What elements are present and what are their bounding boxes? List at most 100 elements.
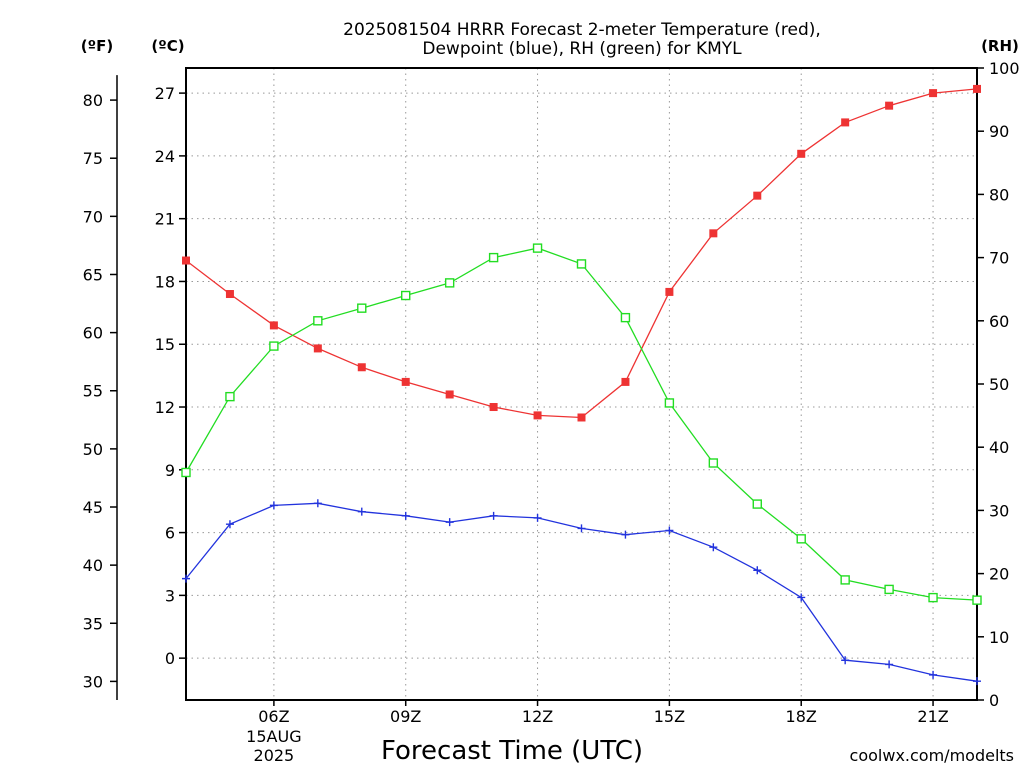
celsius-unit-label: (ºC) — [151, 37, 184, 55]
temperature-point — [753, 191, 762, 200]
temperature-point — [577, 413, 586, 422]
rh-tick-label: 30 — [989, 501, 1009, 520]
dewpoint-point — [621, 530, 630, 539]
rh-point — [840, 575, 850, 585]
dewpoint-point — [357, 507, 366, 516]
rh-tick-label: 40 — [989, 438, 1009, 457]
x-tick-label: 09Z — [390, 707, 421, 726]
fahrenheit-tick-label: 40 — [83, 556, 103, 575]
temperature-point — [973, 84, 981, 93]
fahrenheit-unit-label: (ºF) — [81, 37, 113, 55]
rh-point — [444, 278, 455, 288]
x-date-label: 15AUG — [246, 727, 301, 746]
temperature-point — [841, 118, 850, 127]
rh-point — [884, 584, 894, 595]
temperature-point — [533, 411, 542, 420]
dewpoint-point — [225, 520, 234, 529]
celsius-tick-label: 6 — [165, 524, 175, 543]
rh-line — [185, 247, 978, 601]
dewpoint-point — [885, 660, 894, 669]
x-tick-label: 18Z — [786, 707, 817, 726]
rh-tick-label: 10 — [989, 628, 1009, 647]
rh-point — [972, 595, 982, 605]
temperature-point — [489, 403, 498, 412]
grid-lines — [186, 68, 977, 700]
temperature-line — [185, 88, 978, 419]
chart-title-line2: Dewpoint (blue), RH (green) for KMYL — [422, 39, 742, 59]
dewpoint-point — [665, 526, 674, 535]
temperature-point — [182, 256, 190, 265]
rh-tick-label: 20 — [989, 565, 1009, 584]
dewpoint-point — [797, 593, 806, 602]
fahrenheit-tick-label: 55 — [83, 382, 103, 401]
x-tick-label: 21Z — [917, 707, 948, 726]
rh-point — [225, 391, 235, 402]
rh-unit-label: (RH) — [981, 37, 1019, 55]
rh-point — [576, 259, 587, 269]
rh-point — [269, 341, 279, 351]
fahrenheit-tick-label: 70 — [83, 207, 103, 226]
fahrenheit-tick-label: 50 — [83, 440, 103, 459]
fahrenheit-tick-label: 35 — [83, 614, 103, 633]
chart-title-line1: 2025081504 HRRR Forecast 2-meter Tempera… — [343, 20, 821, 40]
rh-point — [313, 316, 323, 326]
fahrenheit-tick-label: 60 — [83, 324, 103, 343]
rh-tick-label: 70 — [989, 249, 1009, 268]
rh-point — [532, 243, 543, 253]
temperature-point — [225, 290, 234, 299]
dewpoint-point — [753, 566, 762, 575]
temperature-point — [445, 390, 454, 399]
temperature-point — [313, 344, 322, 353]
temperature-point — [709, 229, 718, 238]
temperature-point — [665, 287, 674, 296]
axes: 30 35 40 45 50 55 60 65 70 75 80 0 3 6 9 12 15 18 21 24 27 0 1… — [83, 59, 1020, 765]
dewpoint-point — [489, 511, 498, 520]
dewpoint-point — [929, 670, 938, 679]
temperature-point — [621, 377, 630, 386]
x-tick-label: 15Z — [654, 707, 685, 726]
celsius-tick-label: 0 — [165, 649, 175, 668]
rh-tick-label: 100 — [989, 59, 1020, 78]
dewpoint-point — [973, 677, 981, 686]
dewpoint-point — [709, 543, 718, 552]
temperature-point — [269, 321, 278, 330]
fahrenheit-tick-label: 45 — [83, 498, 103, 517]
temperature-point — [357, 363, 366, 372]
rh-tick-label: 80 — [989, 185, 1009, 204]
rh-tick-label: 0 — [989, 691, 999, 710]
plot-frame — [185, 67, 978, 701]
dewpoint-point — [577, 524, 586, 533]
temperature-point — [401, 377, 410, 386]
temperature-point — [929, 89, 938, 98]
dewpoint-point — [841, 656, 850, 665]
celsius-tick-label: 15 — [155, 335, 175, 354]
rh-point — [357, 303, 367, 313]
data-series — [181, 84, 982, 686]
celsius-tick-label: 9 — [165, 461, 175, 480]
dewpoint-point — [401, 511, 410, 520]
celsius-tick-label: 18 — [155, 272, 175, 291]
temperature-point — [885, 101, 894, 110]
x-axis-label: Forecast Time (UTC) — [381, 736, 643, 766]
dewpoint-point — [269, 501, 278, 510]
fahrenheit-tick-label: 65 — [83, 265, 103, 284]
dewpoint-point — [182, 574, 190, 583]
rh-point — [181, 467, 191, 478]
x-tick-label: 06Z — [258, 707, 289, 726]
rh-tick-label: 50 — [989, 375, 1009, 394]
credit-text: coolwx.com/modelts — [850, 746, 1014, 765]
rh-point — [708, 458, 719, 468]
celsius-tick-label: 12 — [155, 398, 175, 417]
rh-point — [488, 252, 499, 263]
rh-point — [752, 499, 762, 509]
fahrenheit-tick-label: 30 — [83, 672, 103, 691]
rh-point — [620, 312, 631, 323]
dewpoint-point — [313, 499, 322, 508]
rh-point — [664, 398, 675, 408]
celsius-tick-label: 21 — [155, 210, 175, 229]
rh-tick-label: 60 — [989, 312, 1009, 331]
x-tick-label: 12Z — [522, 707, 553, 726]
rh-tick-label: 90 — [989, 122, 1009, 141]
celsius-tick-label: 24 — [155, 147, 175, 166]
